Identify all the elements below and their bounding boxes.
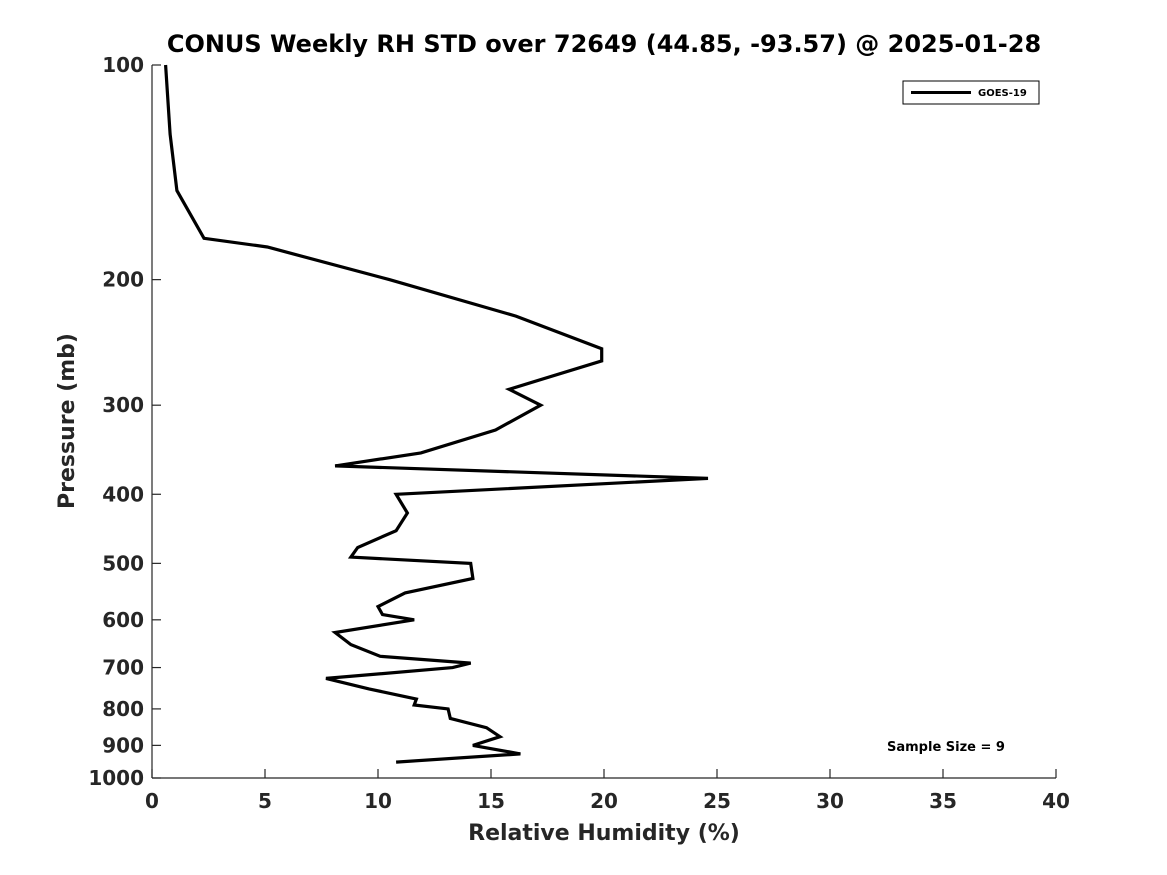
y-tick-label: 800 <box>102 697 144 721</box>
x-tick-label: 25 <box>703 789 731 813</box>
series-line-goes-19 <box>164 64 709 764</box>
y-tick-label: 900 <box>102 733 144 757</box>
plot-area: 0 5 10 15 20 25 30 35 40 100 200 300 400 500 600 700 80… <box>88 53 1070 813</box>
x-tick-label: 15 <box>477 789 505 813</box>
y-tick-label: 1000 <box>88 766 144 790</box>
x-tick-label: 35 <box>929 789 957 813</box>
y-tick-label: 400 <box>102 482 144 506</box>
legend: GOES-19 <box>902 80 1040 105</box>
y-tick-label: 300 <box>102 393 144 417</box>
x-tick-label: 10 <box>364 789 392 813</box>
y-tick-label: 600 <box>102 608 144 632</box>
legend-label: GOES-19 <box>978 88 1027 99</box>
x-tick-label: 5 <box>258 789 272 813</box>
x-tick-label: 20 <box>590 789 618 813</box>
y-ticks: 100 200 300 400 500 600 700 800 900 1000 <box>88 53 161 790</box>
x-ticks: 0 5 10 15 20 25 30 35 40 <box>145 769 1070 813</box>
chart-title: CONUS Weekly RH STD over 72649 (44.85, -… <box>167 30 1041 58</box>
y-tick-label: 700 <box>102 656 144 680</box>
y-axis-label: Pressure (mb) <box>55 333 80 509</box>
x-tick-label: 30 <box>816 789 844 813</box>
sample-size-annotation: Sample Size = 9 <box>887 740 1005 755</box>
x-tick-label: 40 <box>1042 789 1070 813</box>
y-tick-label: 100 <box>102 53 144 77</box>
y-tick-label: 200 <box>102 268 144 292</box>
y-tick-label: 500 <box>102 551 144 575</box>
x-tick-label: 0 <box>145 789 159 813</box>
x-axis-label: Relative Humidity (%) <box>468 821 740 846</box>
